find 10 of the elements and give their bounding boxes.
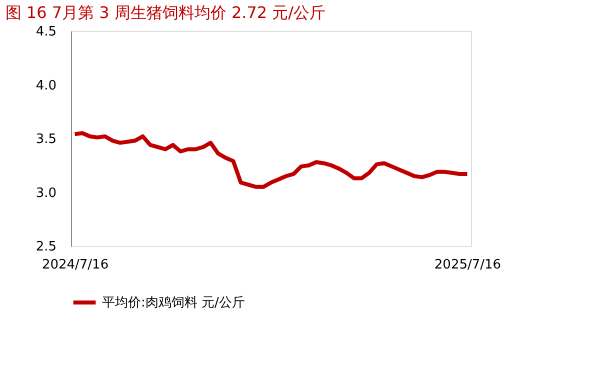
y-tick-label: 2.5	[36, 240, 56, 254]
line-series	[72, 131, 470, 189]
x-tick-label: 2025/7/16	[434, 258, 502, 272]
chart-title: 图 16 7月第 3 周生猪饲料均价 2.72 元/公斤	[5, 3, 326, 22]
y-tick-label: 4.0	[36, 78, 56, 94]
legend-label: 平均价:肉鸡饲料 元/公斤	[102, 296, 245, 310]
y-tick-label: 4.5	[36, 24, 56, 40]
y-tick-label: 3.0	[36, 186, 56, 201]
y-tick-label: 3.5	[36, 132, 56, 147]
x-tick-label: 2024/7/16	[42, 258, 109, 272]
